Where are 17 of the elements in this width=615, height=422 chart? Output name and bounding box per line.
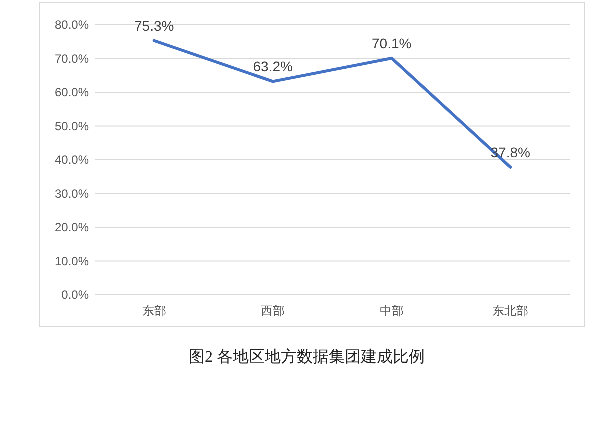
x-tick-label: 东部	[142, 304, 166, 318]
y-tick-label: 20.0%	[54, 220, 90, 234]
y-tick-label: 60.0%	[54, 86, 90, 100]
y-tick-label: 50.0%	[54, 119, 90, 134]
x-tick-label: 东北部	[492, 304, 529, 318]
y-tick-label: 0.0%	[62, 288, 90, 302]
data-label: 63.2%	[253, 58, 293, 75]
y-tick-label: 10.0%	[54, 254, 90, 268]
y-tick-label: 70.0%	[54, 52, 90, 66]
x-tick-label: 西部	[261, 304, 286, 318]
data-label: 75.3%	[134, 18, 174, 34]
y-tick-label: 80.0%	[54, 18, 90, 32]
data-label: 70.1%	[372, 35, 412, 52]
x-tick-label: 中部	[380, 304, 404, 318]
text: 图2 各地区地方数据集团建成比例	[189, 348, 425, 366]
y-tick-label: 30.0%	[54, 186, 90, 201]
y-tick-label: 40.0%	[54, 153, 90, 167]
